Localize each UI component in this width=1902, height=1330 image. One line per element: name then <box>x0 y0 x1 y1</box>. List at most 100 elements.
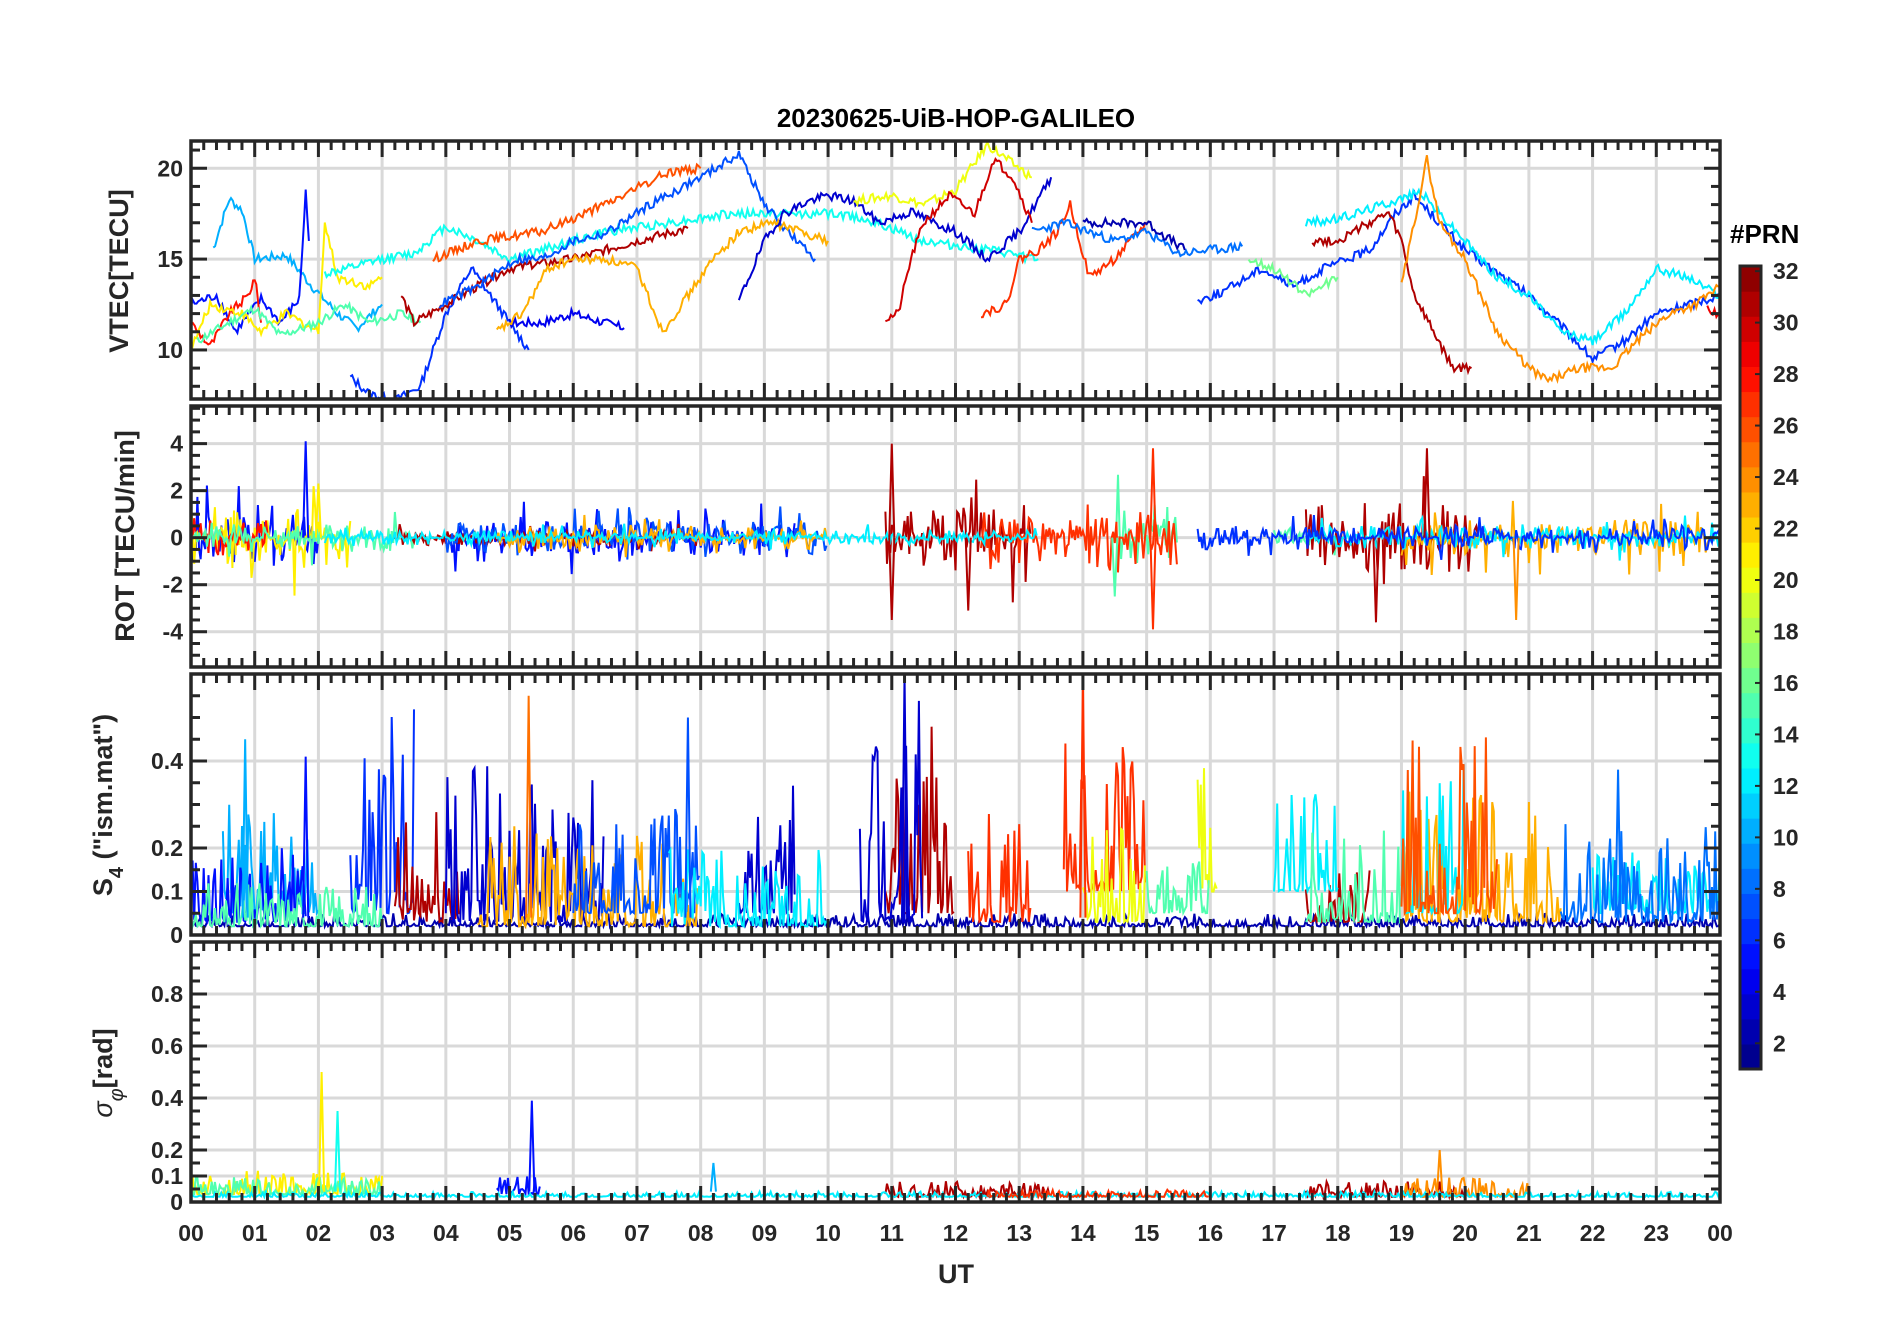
colorbar-level <box>1740 943 1761 970</box>
colorbar-level <box>1740 416 1761 443</box>
spike-prn-25 <box>525 695 533 918</box>
spike-prn-5 <box>302 441 310 538</box>
colorbar-level <box>1740 291 1761 317</box>
series-group <box>191 674 1720 931</box>
series-line-prn-27 <box>980 200 1147 319</box>
x-tick-label: 10 <box>815 1220 841 1246</box>
series-line-prn-27 <box>980 504 1178 573</box>
colorbar-tick-label: 8 <box>1773 876 1786 902</box>
colorbar-tick-label: 2 <box>1773 1030 1786 1056</box>
x-tick-label: 00 <box>178 1220 204 1246</box>
panel-vtec: 10 15 20 VTEC[TECU] <box>104 139 1722 401</box>
series-line-prn-23 <box>495 217 829 333</box>
spike-prn-21 <box>314 483 322 538</box>
y-axis-label-part: σ <box>88 1100 118 1118</box>
y-axis-label-part: ROT [TECU/min] <box>110 430 140 641</box>
y-tick-label: 0.4 <box>151 1085 183 1111</box>
colorbar-frame <box>1738 264 1763 1071</box>
series-line-prn-31 <box>1304 476 1479 585</box>
colorbar-level <box>1740 893 1761 920</box>
y-tick-label: 0.6 <box>151 1033 183 1059</box>
series-line-prn-8 <box>1031 218 1244 258</box>
colorbar-level <box>1740 767 1761 794</box>
colorbar-tick-label: 14 <box>1773 721 1799 747</box>
spike-prn-24 <box>1436 1149 1444 1192</box>
series-line-prn-16 <box>1247 257 1339 298</box>
series-line-prn-7 <box>438 150 817 309</box>
colorbar-level <box>1740 567 1761 593</box>
colorbar-tick-label: 28 <box>1773 361 1799 387</box>
series-line-prn-2 <box>1082 215 1186 252</box>
y-tick-label: 0 <box>170 922 183 948</box>
x-tick-label: 08 <box>688 1220 714 1246</box>
colorbar-level <box>1740 341 1761 367</box>
y-tick-label: 0.1 <box>151 879 183 905</box>
y-axis-label: VTEC[TECU] <box>104 189 134 353</box>
colorbar-level <box>1740 843 1761 869</box>
series-line-prn-29 <box>1706 305 1720 320</box>
y-axis-label: ROT [TECU/min] <box>110 430 140 641</box>
colorbar-level <box>1740 717 1761 744</box>
series-line-prn-31 <box>1311 211 1472 376</box>
colorbar-level <box>1740 1043 1761 1070</box>
x-tick-label: 16 <box>1198 1220 1224 1246</box>
panel-rot: -4 -2 0 2 4 ROT [TECU/min] <box>110 404 1722 669</box>
colorbar-tick-label: 18 <box>1773 618 1799 644</box>
y-tick-label: 0.1 <box>151 1163 183 1189</box>
series-line-prn-15 <box>191 883 384 931</box>
spike-prn-5 <box>528 1100 536 1192</box>
x-tick-label: 23 <box>1643 1220 1669 1246</box>
colorbar-tick-label: 16 <box>1773 670 1799 696</box>
x-tick-label: 05 <box>497 1220 523 1246</box>
colorbar-level <box>1740 918 1761 945</box>
x-tick-label: 15 <box>1134 1220 1160 1246</box>
colorbar-tick-label: 26 <box>1773 413 1799 439</box>
y-tick-label: 0.4 <box>151 748 183 774</box>
y-axis-label-part: [rad] <box>88 1028 118 1088</box>
panel-s4: 0 0.1 0.2 0.4 S4 ("ism.mat") <box>88 672 1722 948</box>
y-axis-label-part: φ <box>106 1088 128 1101</box>
series-line-prn-6 <box>1196 515 1720 560</box>
colorbar-level <box>1740 592 1761 618</box>
series-line-prn-5 <box>496 1176 541 1197</box>
colorbar-tick-label: 10 <box>1773 824 1799 850</box>
spike-prn-10 <box>709 1162 717 1192</box>
spike-prn-31 <box>888 537 896 621</box>
series-line-prn-6 <box>349 709 415 916</box>
x-tick-label: 18 <box>1325 1220 1351 1246</box>
y-tick-label: 0.2 <box>151 1137 183 1163</box>
series-line-prn-3 <box>737 177 1053 301</box>
series-line-prn-6 <box>1197 189 1720 365</box>
chart-title: 20230625-UiB-HOP-GALILEO <box>777 103 1135 133</box>
colorbar-level <box>1740 441 1761 468</box>
colorbar-level <box>1740 316 1761 342</box>
series-line-prn-30 <box>885 157 1033 323</box>
colorbar-tick-label: 30 <box>1773 310 1799 336</box>
series-line-prn-20 <box>1196 768 1218 893</box>
spike-prn-31 <box>1423 448 1431 538</box>
y-tick-label: 2 <box>170 478 183 504</box>
series-line-prn-12 <box>667 846 828 930</box>
y-tick-label: 0.2 <box>151 835 183 861</box>
colorbar-level <box>1740 266 1761 292</box>
colorbar-level <box>1740 1018 1761 1045</box>
panel-sigma: 00.10.2 0.4 0.6 0.8 σφ[rad] <box>88 940 1722 1215</box>
series-line-prn-20 <box>1081 826 1146 925</box>
spike-prn-7 <box>684 717 692 918</box>
colorbar-level <box>1740 391 1761 418</box>
x-tick-label: 00 <box>1707 1220 1733 1246</box>
spike-prn-27 <box>1149 448 1157 538</box>
spike-prn-5 <box>302 756 310 918</box>
x-tick-label: 13 <box>1006 1220 1032 1246</box>
series-line-prn-3 <box>858 700 924 924</box>
series-line-prn-3 <box>737 785 796 917</box>
y-tick-label: 15 <box>157 246 183 272</box>
x-tick-label: 01 <box>242 1220 268 1246</box>
series-line-prn-15 <box>196 300 422 344</box>
spike-prn-13 <box>333 1110 342 1192</box>
colorbar-level <box>1740 542 1761 568</box>
colorbar-tick-label: 12 <box>1773 773 1799 799</box>
spike-prn-8 <box>1614 769 1622 918</box>
colorbar-tick-label: 20 <box>1773 567 1799 593</box>
